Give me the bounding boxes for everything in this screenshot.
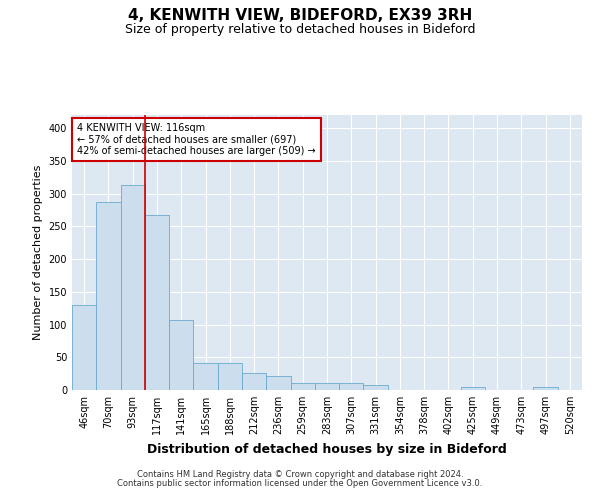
- Bar: [96, 202, 121, 390]
- Bar: [315, 384, 339, 390]
- Bar: [121, 185, 145, 390]
- Bar: [169, 320, 193, 390]
- Bar: [72, 305, 96, 390]
- Bar: [242, 373, 266, 390]
- Bar: [290, 383, 315, 390]
- Bar: [461, 386, 485, 390]
- Bar: [364, 385, 388, 390]
- Text: Contains HM Land Registry data © Crown copyright and database right 2024.: Contains HM Land Registry data © Crown c…: [137, 470, 463, 479]
- Bar: [533, 386, 558, 390]
- Bar: [218, 362, 242, 390]
- Text: 4, KENWITH VIEW, BIDEFORD, EX39 3RH: 4, KENWITH VIEW, BIDEFORD, EX39 3RH: [128, 8, 472, 22]
- Bar: [266, 376, 290, 390]
- Text: 4 KENWITH VIEW: 116sqm
← 57% of detached houses are smaller (697)
42% of semi-de: 4 KENWITH VIEW: 116sqm ← 57% of detached…: [77, 123, 316, 156]
- Text: Size of property relative to detached houses in Bideford: Size of property relative to detached ho…: [125, 22, 475, 36]
- Bar: [339, 384, 364, 390]
- Bar: [145, 215, 169, 390]
- Text: Contains public sector information licensed under the Open Government Licence v3: Contains public sector information licen…: [118, 479, 482, 488]
- Y-axis label: Number of detached properties: Number of detached properties: [33, 165, 43, 340]
- Bar: [193, 362, 218, 390]
- Text: Distribution of detached houses by size in Bideford: Distribution of detached houses by size …: [147, 442, 507, 456]
